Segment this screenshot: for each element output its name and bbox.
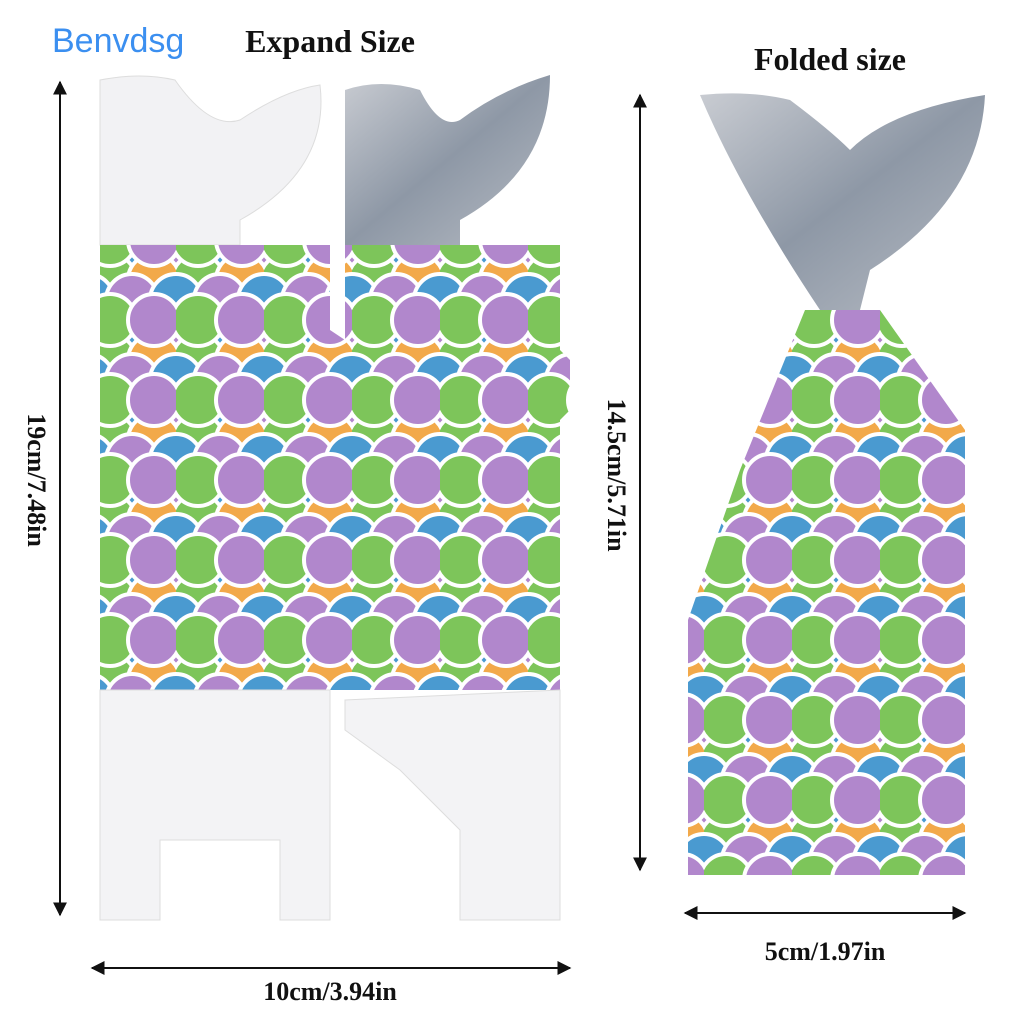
expand-width: 10cm/3.94in	[263, 977, 397, 1006]
expand-title: Expand Size	[245, 23, 415, 59]
folded-width: 5cm/1.97in	[765, 937, 886, 966]
brand: Benvdsg	[52, 22, 184, 60]
expanded-box	[99, 75, 570, 921]
folded-height: 14.5cm/5.71in	[602, 398, 631, 552]
folded-title: Folded size	[754, 41, 906, 77]
folded-box	[688, 93, 985, 875]
expand-height: 19cm/7.48in	[22, 413, 51, 547]
